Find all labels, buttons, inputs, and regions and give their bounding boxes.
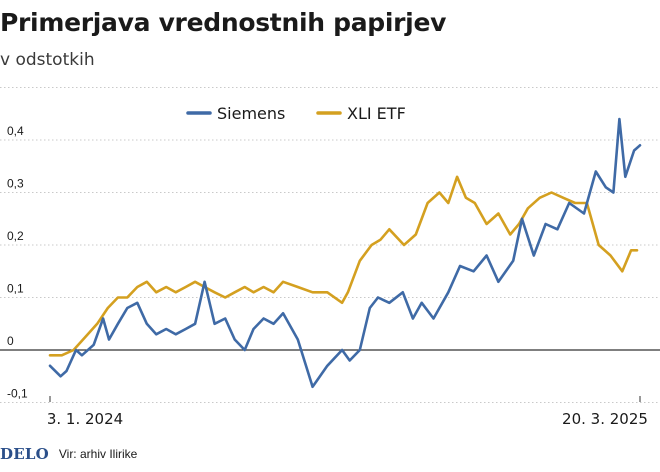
y-tick-label: -0,1 [7, 387, 28, 401]
x-tick-label: 3. 1. 2024 [47, 410, 123, 428]
chart-title: Primerjava vrednostnih papirjev [0, 8, 447, 37]
footer: DELO Vir: arhiv Ilirike [0, 445, 137, 463]
y-tick-label: 0,1 [7, 282, 24, 296]
source-note: Vir: arhiv Ilirike [58, 447, 138, 461]
legend-label: Siemens [217, 104, 285, 123]
chart-subtitle: v odstotkih [0, 50, 95, 70]
x-tick-label: 20. 3. 2025 [562, 410, 648, 428]
legend-label: XLI ETF [347, 104, 406, 123]
delo-logo: DELO [0, 445, 49, 463]
series-line-siemens [48, 117, 642, 389]
series-line-xli-etf [48, 175, 639, 357]
y-tick-label: 0 [7, 334, 14, 348]
y-tick-label: 0,3 [7, 177, 24, 191]
y-tick-label: 0,4 [7, 124, 24, 138]
y-tick-label: 0,2 [7, 229, 24, 243]
